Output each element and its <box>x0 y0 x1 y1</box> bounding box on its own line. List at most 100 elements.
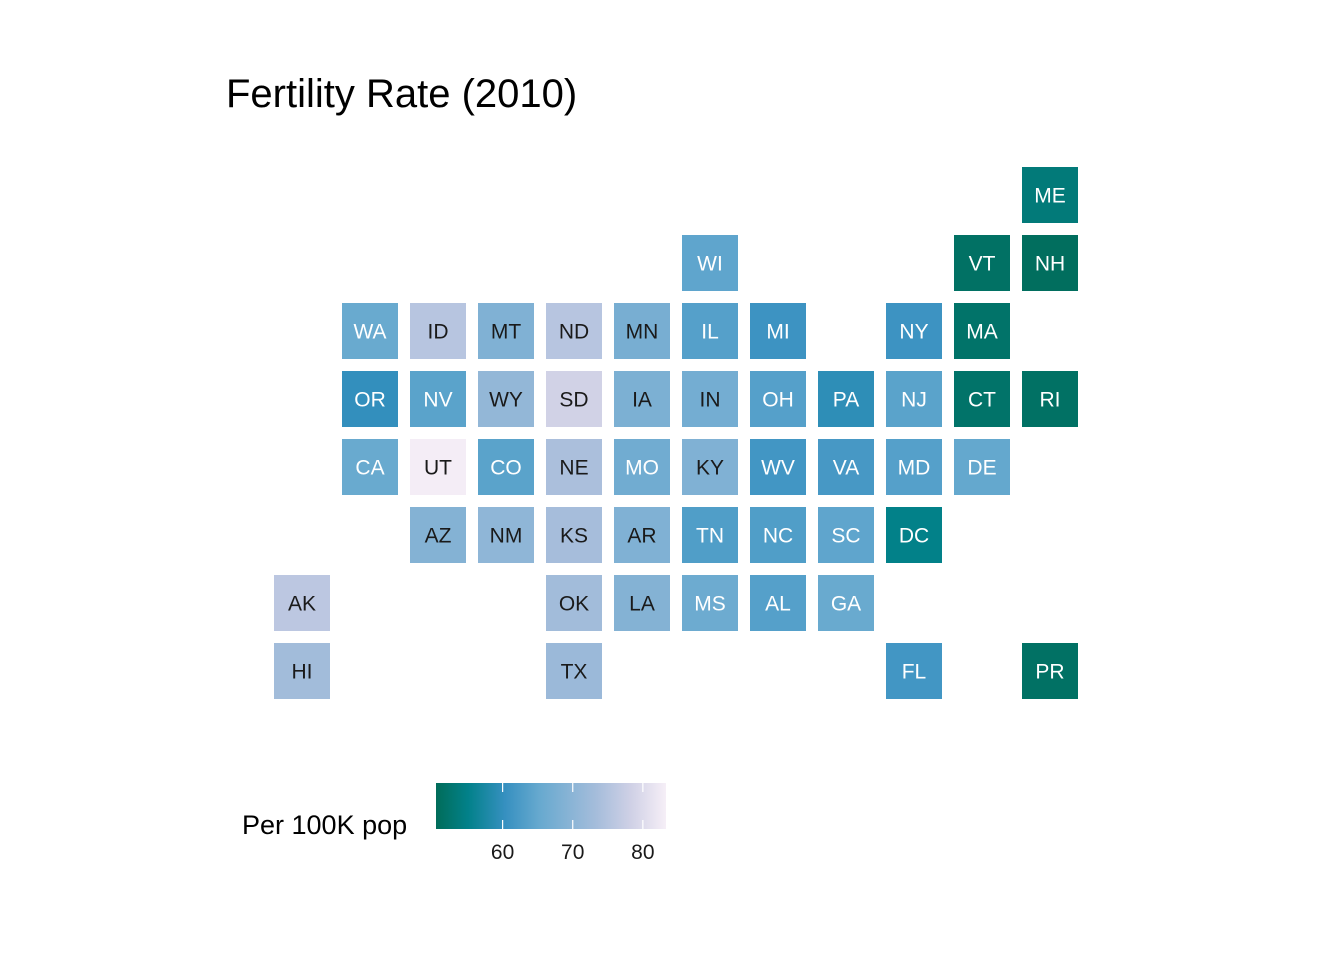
state-tile-rect <box>750 303 806 359</box>
state-tile-label: NM <box>490 525 523 548</box>
state-tile-hi: HI <box>274 643 330 699</box>
state-tile-rect <box>546 371 602 427</box>
state-tile-label: MS <box>694 593 726 616</box>
state-tile-rect <box>818 575 874 631</box>
state-tile-md: MD <box>886 439 942 495</box>
state-tile-rect <box>750 371 806 427</box>
state-tile-rect <box>818 371 874 427</box>
state-tile-label: ME <box>1034 185 1066 208</box>
state-tile-rect <box>478 439 534 495</box>
state-tile-ms: MS <box>682 575 738 631</box>
state-tile-label: AK <box>288 593 316 616</box>
state-tile-label: ND <box>559 321 589 344</box>
state-tiles: ME WI VT NH WA ID MT ND MN IL MI NY MA OR NV WY SD IA IN OH… <box>274 167 1078 699</box>
state-tile-rect <box>886 643 942 699</box>
legend-ticks: 60 70 80 <box>491 783 655 864</box>
state-tile-ok: OK <box>546 575 602 631</box>
state-tile-label: SD <box>559 389 588 412</box>
state-tile-label: MA <box>966 321 998 344</box>
state-tile-label: DE <box>967 457 996 480</box>
state-tile-ma: MA <box>954 303 1010 359</box>
state-tile-label: NJ <box>901 389 927 412</box>
state-tile-rect <box>818 439 874 495</box>
state-tile-sc: SC <box>818 507 874 563</box>
state-tile-dc: DC <box>886 507 942 563</box>
state-tile-id: ID <box>410 303 466 359</box>
legend: Per 100K pop 60 70 80 <box>242 783 666 864</box>
state-tile-rect <box>1022 167 1078 223</box>
state-tile-in: IN <box>682 371 738 427</box>
state-tile-rect <box>886 303 942 359</box>
state-tile-label: LA <box>629 593 655 616</box>
state-tile-al: AL <box>750 575 806 631</box>
legend-colorbar <box>436 783 666 829</box>
state-tile-pa: PA <box>818 371 874 427</box>
state-tile-ny: NY <box>886 303 942 359</box>
state-tile-il: IL <box>682 303 738 359</box>
state-tile-co: CO <box>478 439 534 495</box>
state-tile-ar: AR <box>614 507 670 563</box>
state-tile-label: UT <box>424 457 452 480</box>
state-tile-label: AL <box>765 593 791 616</box>
legend-title: Per 100K pop <box>242 810 407 840</box>
state-tile-label: KS <box>560 525 588 548</box>
state-tile-label: NE <box>559 457 588 480</box>
state-tile-label: MN <box>626 321 659 344</box>
state-tile-label: OR <box>354 389 386 412</box>
state-tile-rect <box>1022 371 1078 427</box>
state-tile-rect <box>546 643 602 699</box>
state-tile-mn: MN <box>614 303 670 359</box>
state-tile-pr: PR <box>1022 643 1078 699</box>
state-tile-label: MD <box>898 457 931 480</box>
state-tile-label: NH <box>1035 253 1065 276</box>
state-tile-rect <box>682 235 738 291</box>
state-tile-vt: VT <box>954 235 1010 291</box>
state-tile-rect <box>546 439 602 495</box>
state-tile-nm: NM <box>478 507 534 563</box>
state-tile-rect <box>614 575 670 631</box>
state-tile-label: CO <box>490 457 522 480</box>
state-tile-ri: RI <box>1022 371 1078 427</box>
state-tile-rect <box>478 303 534 359</box>
state-tile-nj: NJ <box>886 371 942 427</box>
state-tile-label: VT <box>969 253 996 276</box>
state-tile-rect <box>274 643 330 699</box>
state-tile-label: WV <box>761 457 795 480</box>
state-tile-ky: KY <box>682 439 738 495</box>
state-tile-ga: GA <box>818 575 874 631</box>
state-tile-rect <box>682 371 738 427</box>
state-tile-nv: NV <box>410 371 466 427</box>
state-tile-label: CA <box>355 457 384 480</box>
state-tile-label: HI <box>292 661 313 684</box>
state-tile-label: SC <box>831 525 860 548</box>
state-tile-ct: CT <box>954 371 1010 427</box>
state-tile-label: AR <box>627 525 656 548</box>
state-tile-label: NV <box>423 389 452 412</box>
state-tile-label: CT <box>968 389 996 412</box>
state-tile-rect <box>410 371 466 427</box>
state-tile-label: DC <box>899 525 929 548</box>
state-tile-wv: WV <box>750 439 806 495</box>
state-tile-rect <box>954 235 1010 291</box>
state-tile-sd: SD <box>546 371 602 427</box>
state-tile-tn: TN <box>682 507 738 563</box>
state-tile-rect <box>750 507 806 563</box>
state-tile-label: VA <box>833 457 859 480</box>
state-tile-rect <box>478 371 534 427</box>
state-tile-rect <box>750 439 806 495</box>
state-tile-wy: WY <box>478 371 534 427</box>
chart-title: Fertility Rate (2010) <box>226 72 578 116</box>
state-tile-label: ID <box>428 321 449 344</box>
state-tile-rect <box>682 575 738 631</box>
state-tile-ak: AK <box>274 575 330 631</box>
state-tile-ks: KS <box>546 507 602 563</box>
state-tile-rect <box>410 439 466 495</box>
state-tile-label: WI <box>697 253 723 276</box>
state-tile-rect <box>886 371 942 427</box>
state-tile-me: ME <box>1022 167 1078 223</box>
state-tile-rect <box>954 303 1010 359</box>
state-tile-label: IL <box>701 321 719 344</box>
state-tile-la: LA <box>614 575 670 631</box>
state-tile-label: WA <box>353 321 386 344</box>
